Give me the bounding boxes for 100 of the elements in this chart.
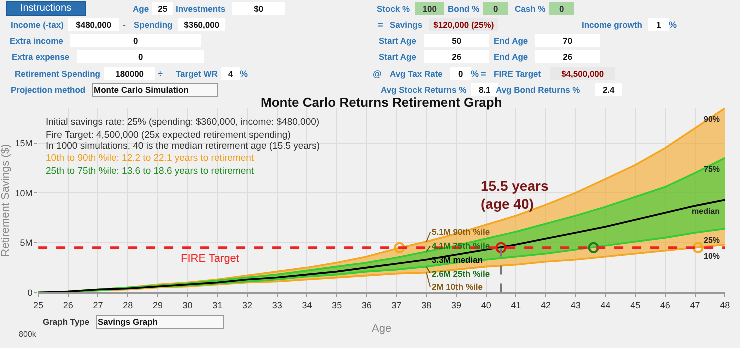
text: Spending — [134, 20, 173, 30]
text: Graph Type — [43, 317, 90, 327]
annotation: In 1000 simulations, 40 is the median retirement age (15.5 years) — [46, 141, 320, 152]
text: 26 — [452, 52, 462, 62]
text: Extra income — [10, 36, 64, 46]
annotation: 5.1M 90th %ile — [432, 227, 490, 237]
y-tick-label: 5M — [20, 238, 33, 248]
y-axis-title: Retirement Savings ($) — [0, 144, 12, 257]
annotation: 25th to 75th %ile: 13.6 to 18.6 years to retirement — [46, 166, 254, 177]
text: End Age — [494, 36, 528, 46]
annotation: Fire Target: 4,500,000 (25x expected retirement spending) — [46, 130, 291, 141]
y-tick-label: 0 — [28, 288, 33, 298]
text: % — [240, 69, 248, 79]
text: 100 — [422, 4, 438, 14]
text: Stock % — [377, 4, 411, 14]
text: $0 — [254, 4, 264, 14]
text: 0 — [134, 36, 138, 46]
annotation: 25% — [704, 236, 720, 245]
text: FIRE Target — [494, 69, 542, 79]
x-tick-label: 37 — [392, 300, 402, 311]
annotation: 2M 10th %ile — [432, 282, 484, 292]
x-tick-label: 48 — [720, 300, 730, 311]
text: 180000 — [116, 69, 144, 79]
text: Monte Carlo Simulation — [94, 85, 189, 95]
x-tick-label: 46 — [660, 300, 670, 311]
text: 0 — [138, 52, 144, 62]
text: Avg Bond Returns % — [496, 85, 581, 95]
x-tick-label: 29 — [152, 300, 163, 311]
annotation: 15.5 years (age 40) — [481, 178, 549, 212]
x-tick-label: 47 — [690, 300, 700, 311]
x-tick-label: 45 — [630, 300, 641, 311]
x-tick-label: 32 — [242, 300, 253, 311]
text: 70 — [563, 36, 573, 46]
x-tick-label: 30 — [182, 300, 193, 311]
x-tick-label: 26 — [63, 300, 74, 311]
x-tick-label: 35 — [332, 300, 342, 311]
text: 1 — [656, 20, 662, 30]
x-tick-label: 39 — [451, 300, 462, 311]
text: Savings Graph — [98, 317, 158, 327]
text: = — [481, 69, 486, 79]
text: % — [471, 69, 480, 79]
text: 26 — [563, 52, 573, 62]
text: % — [669, 20, 678, 30]
ref-line-label: FIRE Target — [181, 253, 240, 265]
text: End Age — [494, 52, 528, 62]
x-tick-label: 33 — [272, 300, 282, 311]
text: Avg Stock Returns % — [381, 85, 468, 95]
annotation: median — [692, 207, 720, 216]
text: Income growth — [582, 20, 642, 30]
x-tick-label: 43 — [570, 300, 581, 311]
text: 800k — [19, 330, 38, 339]
text: @ — [373, 69, 382, 79]
text: - — [123, 20, 126, 30]
text: Extra expense — [12, 52, 70, 62]
text: 0 — [560, 4, 564, 14]
text: Start Age — [379, 36, 417, 46]
text: 8.1 — [478, 85, 492, 95]
annotation: 75% — [704, 165, 720, 174]
text: 2.4 — [602, 85, 616, 95]
text: 0 — [494, 4, 498, 14]
x-tick-label: 42 — [541, 300, 552, 311]
text: Cash % — [515, 4, 546, 14]
text: Avg Tax Rate — [390, 69, 444, 79]
text: = — [378, 20, 384, 30]
text: $4,500,000 — [562, 69, 604, 79]
text: Target WR — [176, 69, 218, 79]
x-tick-label: 25 — [34, 300, 44, 311]
text: 0 — [458, 69, 464, 79]
annotation: 10th to 90th %ile: 12.2 to 22.1 years to retirement — [46, 153, 254, 164]
x-tick-label: 40 — [481, 300, 492, 311]
text: Income (-tax) — [11, 20, 64, 30]
x-tick-label: 36 — [362, 300, 372, 311]
x-tick-label: 31 — [212, 300, 223, 311]
text: 25 — [158, 4, 168, 14]
x-tick-label: 38 — [422, 300, 432, 311]
text: Age — [133, 4, 150, 14]
x-tick-label: 41 — [511, 300, 522, 311]
x-tick-label: 34 — [302, 300, 312, 311]
text: Start Age — [379, 52, 417, 62]
annotation: 10% — [704, 252, 720, 261]
text: 50 — [452, 36, 462, 46]
annotation: 2.6M 25th %ile — [432, 269, 490, 279]
text: Bond % — [448, 4, 480, 14]
annotation: 90% — [704, 115, 720, 124]
text: Projection method — [11, 85, 86, 95]
chart-title: Monte Carlo Returns Retirement Graph — [261, 95, 502, 110]
annotation: Initial savings rate: 25% (spending: $360,000, income: $480,000) — [46, 117, 320, 128]
x-axis-title: Age — [372, 323, 392, 336]
y-tick-label: 15M — [15, 138, 33, 148]
text: Instructions — [20, 3, 72, 14]
text: Retirement Spending — [15, 69, 100, 79]
text: Savings — [390, 20, 423, 30]
text: $360,000 — [184, 20, 220, 30]
text: 4 — [228, 69, 234, 79]
y-tick-label: 10M — [15, 188, 33, 198]
x-tick-label: 44 — [600, 300, 611, 311]
x-tick-label: 28 — [123, 300, 134, 311]
text: Investments — [176, 4, 226, 14]
x-tick-label: 27 — [93, 300, 104, 311]
text: $480,000 — [76, 20, 112, 30]
